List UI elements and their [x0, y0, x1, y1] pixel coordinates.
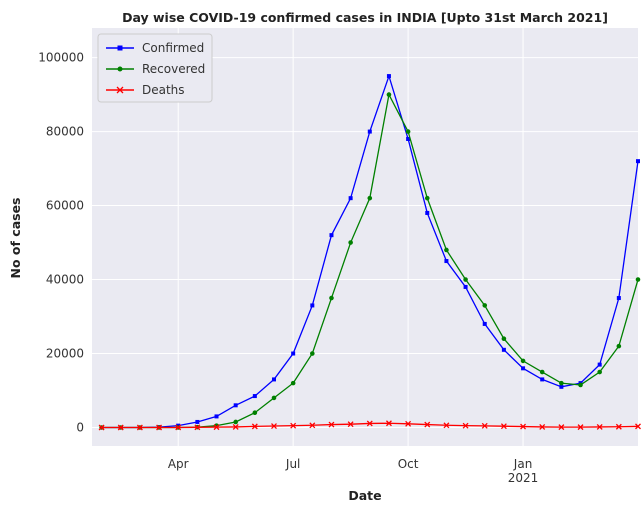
marker [232, 423, 239, 430]
legend-label: Confirmed [142, 41, 204, 55]
marker [559, 380, 564, 386]
marker [386, 74, 391, 79]
marker [616, 343, 622, 349]
grid [92, 28, 638, 446]
marker [444, 247, 449, 253]
y-axis-label: No of cases [8, 198, 23, 279]
y-tick-label: 0 [76, 421, 84, 435]
marker [366, 420, 373, 427]
marker [501, 336, 507, 342]
marker [521, 366, 526, 371]
marker [233, 419, 238, 425]
marker [578, 382, 583, 388]
marker [386, 92, 392, 97]
marker [463, 277, 468, 282]
marker [424, 421, 431, 428]
marker [233, 403, 238, 408]
legend-box [97, 33, 213, 103]
marker [577, 424, 584, 431]
marker [597, 362, 602, 367]
y-tick-label: 80000 [46, 125, 84, 139]
marker [463, 284, 468, 289]
y-tick-label: 60000 [46, 199, 84, 213]
marker [635, 423, 641, 430]
marker [615, 423, 622, 430]
marker [636, 159, 640, 164]
legend-marker [117, 45, 123, 51]
marker [406, 136, 411, 141]
marker [310, 303, 315, 308]
marker [290, 380, 296, 386]
marker [501, 347, 506, 352]
marker [367, 129, 372, 134]
marker [635, 277, 641, 282]
marker [117, 424, 124, 431]
marker [482, 303, 488, 308]
lines [98, 73, 641, 431]
x-tick-label: Oct [398, 457, 419, 471]
marker [424, 195, 430, 201]
legend-marker [117, 66, 123, 72]
marker [444, 259, 449, 264]
marker [540, 377, 545, 382]
marker [251, 423, 258, 430]
marker [252, 410, 258, 416]
marker [443, 422, 450, 429]
legend: Confirmed Recovered Deaths [97, 33, 213, 103]
marker [175, 424, 182, 431]
marker [539, 369, 545, 375]
y-tick-label: 20000 [46, 347, 84, 361]
marker [559, 384, 564, 389]
marker [272, 377, 276, 382]
marker [558, 424, 565, 431]
marker [309, 422, 316, 429]
marker [214, 414, 219, 419]
marker [482, 321, 487, 326]
legend-label: Deaths [142, 83, 185, 97]
marker [367, 195, 373, 201]
legend-label: Recovered [142, 62, 205, 76]
marker [597, 369, 602, 375]
marker [328, 421, 335, 428]
marker [616, 296, 621, 301]
x-axis-label: Date [348, 488, 381, 503]
marker [347, 421, 354, 428]
marker [252, 394, 257, 399]
marker [539, 423, 546, 430]
x-tick-label: Apr [168, 457, 189, 471]
marker [462, 422, 469, 429]
x-tick-label: Jul [285, 457, 300, 471]
chart-title: Day wise COVID-19 confirmed cases in IND… [122, 10, 608, 25]
marker [385, 420, 392, 427]
marker [291, 351, 296, 356]
marker [596, 423, 603, 430]
marker [329, 233, 334, 238]
marker [98, 424, 105, 431]
marker [271, 423, 277, 429]
marker [348, 240, 353, 245]
marker [156, 424, 163, 431]
marker [290, 422, 297, 429]
marker [481, 422, 488, 429]
marker [520, 358, 526, 364]
marker [213, 424, 220, 431]
marker [520, 423, 527, 430]
y-tick-label: 100000 [38, 51, 84, 65]
y-tick-label: 40000 [46, 273, 84, 287]
marker [329, 295, 334, 301]
marker [348, 196, 353, 201]
marker [271, 395, 277, 401]
marker [195, 419, 200, 424]
marker [500, 423, 507, 430]
x-tick-label: Jan 2021 [508, 457, 539, 485]
marker [405, 129, 411, 134]
marker [405, 420, 412, 427]
marker [194, 424, 201, 431]
marker [136, 424, 143, 431]
marker [425, 210, 430, 215]
marker [310, 351, 315, 356]
legend-marker [116, 86, 124, 94]
